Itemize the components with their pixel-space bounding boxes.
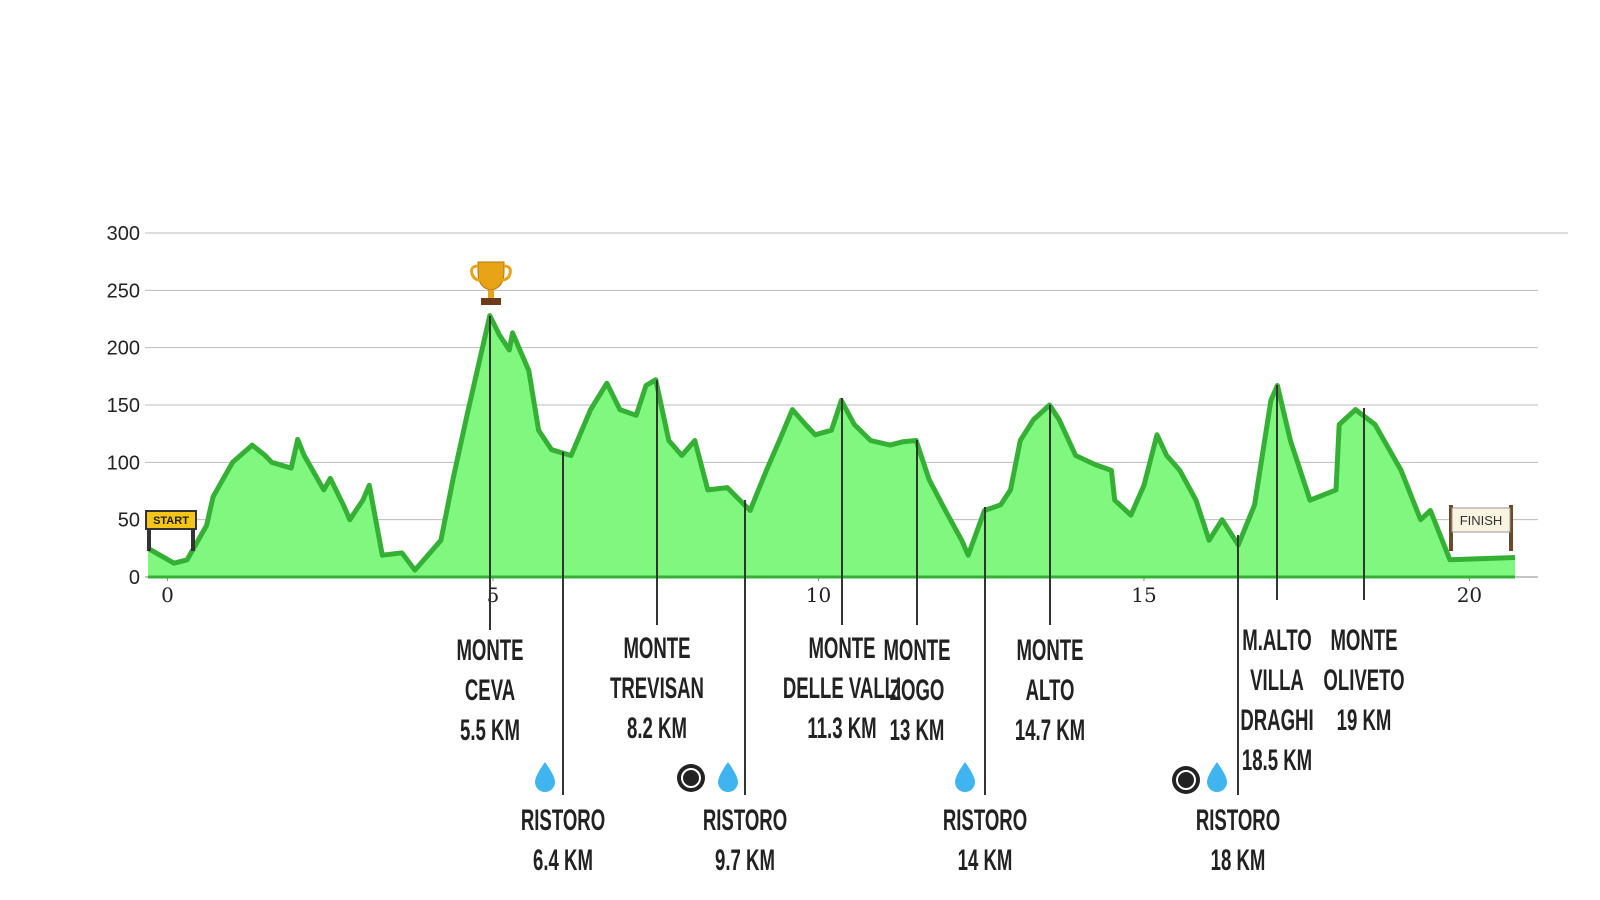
annotation-text: DRAGHI [1240, 704, 1313, 738]
annotation-text: TREVISAN [610, 672, 704, 706]
y-tick-label: 250 [107, 280, 140, 302]
annotation-text: RISTORO [1196, 804, 1280, 838]
annotation-text: 11.3 KM [807, 712, 876, 746]
annotation-text: OLIVETO [1323, 664, 1404, 698]
annotation-text: RISTORO [943, 804, 1027, 838]
annotation-text: 8.2 KM [627, 712, 687, 746]
annotation-text: ZOGO [890, 674, 945, 708]
y-tick-label: 0 [129, 567, 140, 589]
annotation-text: M.ALTO [1242, 624, 1312, 658]
water-icons [535, 762, 1227, 792]
start-sign: START [145, 510, 197, 551]
annotation-text: RISTORO [703, 804, 787, 838]
annotation-text: RISTORO [521, 804, 605, 838]
annotation-text: MONTE [623, 632, 690, 666]
start-label: START [153, 515, 189, 527]
annotation-text: 5.5 KM [460, 714, 520, 748]
annotation-text: 18 KM [1211, 844, 1266, 878]
food-icons [677, 764, 1200, 794]
y-tick-label: 100 [107, 452, 140, 474]
finish-sign: FINISH [1449, 505, 1513, 551]
annotation-text: MONTE [456, 634, 523, 668]
annotation-text: MONTE [808, 632, 875, 666]
annotation-text: 19 KM [1337, 704, 1392, 738]
annotation-text: MONTE [1330, 624, 1397, 658]
annotation-text: 14.7 KM [1015, 714, 1085, 748]
y-tick-label: 50 [118, 510, 140, 532]
plot [146, 313, 1516, 579]
y-tick-label: 300 [107, 223, 140, 245]
annotation-text: MONTE [1016, 634, 1083, 668]
annotation-text: DELLE VALLI [783, 672, 901, 706]
x-tick-label: 10 [806, 583, 831, 607]
annotation-text: 6.4 KM [533, 844, 593, 878]
annotation-text: 14 KM [958, 844, 1013, 878]
annotation-text: 18.5 KM [1242, 744, 1312, 778]
y-tick-label: 150 [107, 395, 140, 417]
elevation-line [146, 313, 1516, 573]
trophy [470, 261, 512, 305]
annotation-text: MONTE [883, 634, 950, 668]
annotation-text: 13 KM [890, 714, 945, 748]
x-tick-label: 5 [487, 583, 500, 607]
annotation-text: ALTO [1026, 674, 1075, 708]
x-tick-label: 20 [1457, 583, 1482, 607]
signs: START FINISH [145, 261, 1513, 794]
annotation-text: CEVA [465, 674, 515, 708]
y-tick-label: 200 [107, 338, 140, 360]
x-tick-label: 15 [1131, 583, 1156, 607]
finish-label: FINISH [1460, 513, 1503, 528]
x-tick-label: 0 [161, 583, 174, 607]
elevation-area [148, 315, 1515, 577]
grid: 0 50 100 150 200 250 300 0 5 10 15 20 [107, 223, 1568, 607]
annotation-text: VILLA [1250, 664, 1304, 698]
annotations: MONTE CEVA 5.5 KM RISTORO 6.4 KM MONTE TREVISA… [456, 316, 1405, 878]
annotation-text: 9.7 KM [715, 844, 775, 878]
